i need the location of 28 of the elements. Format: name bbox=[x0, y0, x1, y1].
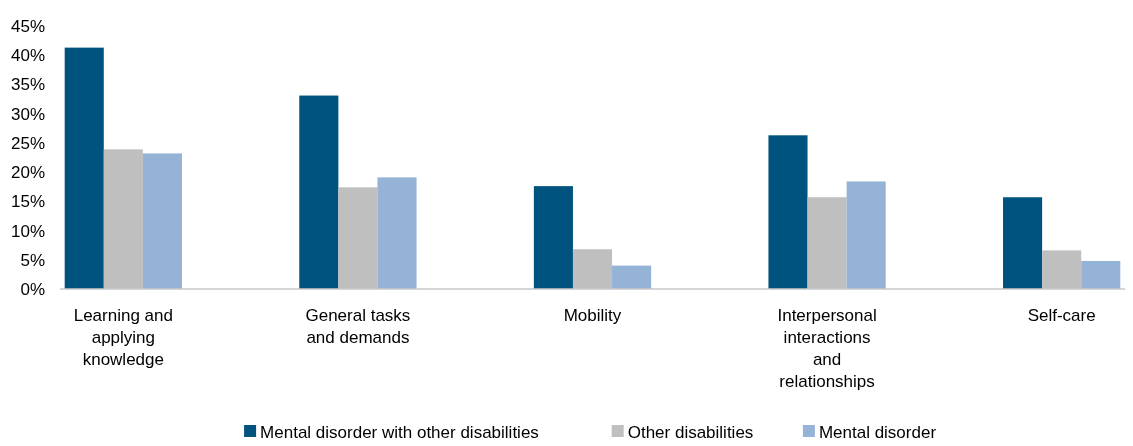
y-tick-label: 15% bbox=[10, 192, 45, 212]
bar bbox=[377, 177, 417, 289]
y-tick-label: 10% bbox=[10, 221, 45, 241]
bar bbox=[142, 153, 182, 289]
bar bbox=[1003, 197, 1043, 289]
bar bbox=[533, 186, 573, 289]
x-tick-label: Interpersonal interactions and relationships bbox=[777, 306, 877, 391]
y-tick-label: 20% bbox=[10, 163, 45, 183]
y-tick-label: 30% bbox=[10, 104, 45, 124]
legend-label: Other disabilities bbox=[627, 423, 754, 442]
bar bbox=[768, 135, 808, 289]
x-tick-label: Self-care bbox=[1027, 306, 1096, 325]
y-tick-label: 0% bbox=[20, 279, 45, 299]
bar bbox=[64, 47, 104, 289]
y-tick-label: 5% bbox=[20, 250, 45, 270]
legend-label: Mental disorder bbox=[818, 423, 937, 442]
bar bbox=[612, 265, 652, 289]
y-tick-label: 25% bbox=[10, 133, 45, 153]
bar bbox=[1081, 260, 1121, 289]
y-tick-label: 40% bbox=[10, 46, 45, 66]
x-tick-label: Learning and applying knowledge bbox=[73, 306, 173, 369]
x-tick-label: General tasks and demands bbox=[305, 306, 411, 347]
legend-label: Mental disorder with other disabilities bbox=[260, 423, 539, 442]
y-tick-label: 35% bbox=[10, 75, 45, 95]
bar bbox=[846, 181, 886, 289]
y-tick-label: 45% bbox=[10, 16, 45, 36]
x-tick-label: Mobility bbox=[563, 306, 622, 325]
bar bbox=[299, 95, 339, 289]
